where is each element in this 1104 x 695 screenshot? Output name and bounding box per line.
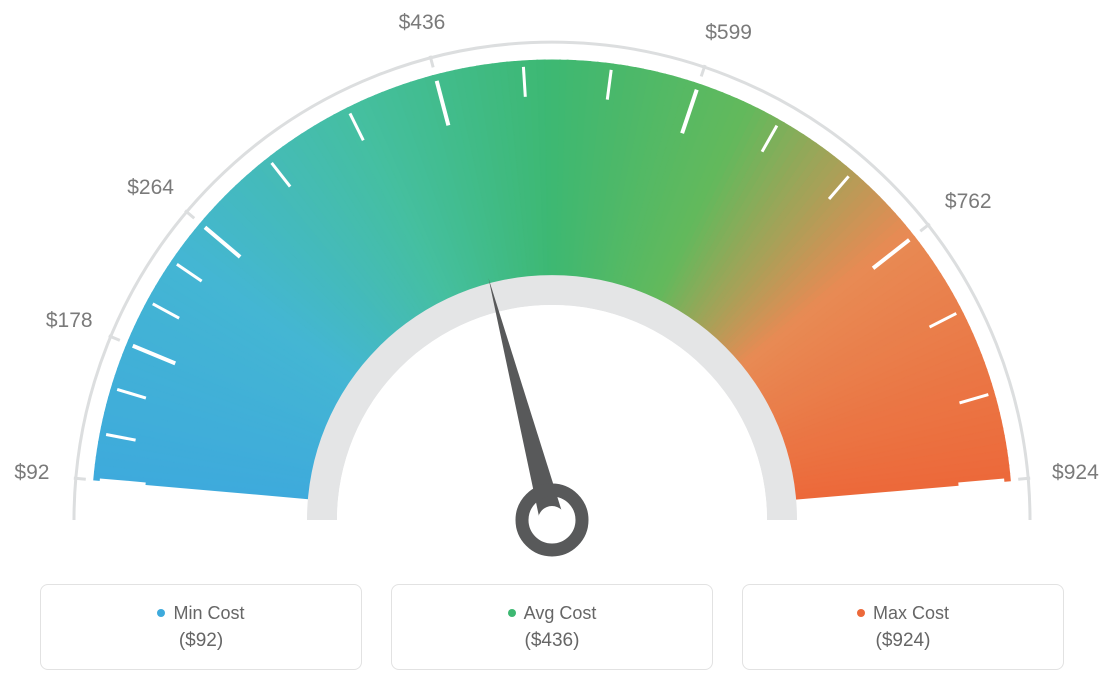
legend-avg-cost-title: Avg Cost bbox=[508, 603, 597, 624]
gauge-tick-label: $924 bbox=[1052, 461, 1099, 485]
legend-max-cost-value: ($924) bbox=[876, 630, 931, 652]
legend-max-cost-title: Max Cost bbox=[857, 603, 949, 624]
legend-max-cost-label: Max Cost bbox=[873, 603, 949, 624]
gauge-tick-label: $92 bbox=[14, 461, 49, 485]
legend-min-dot-icon bbox=[157, 609, 165, 617]
gauge-tick-label: $436 bbox=[399, 11, 446, 35]
legend-min-cost-title: Min Cost bbox=[157, 603, 244, 624]
legend-row: Min Cost ($92) Avg Cost ($436) Max Cost … bbox=[40, 584, 1064, 668]
cost-gauge-container: $92 $178 $264 $436 $599 $762 $924 Min Cost ($9… bbox=[0, 0, 1104, 690]
legend-avg-cost-box: Avg Cost ($436) bbox=[391, 584, 713, 670]
legend-min-cost-box: Min Cost ($92) bbox=[40, 584, 362, 670]
legend-min-cost-value: ($92) bbox=[179, 630, 223, 652]
gauge-tick-label: $599 bbox=[705, 21, 752, 45]
legend-min-cost-label: Min Cost bbox=[173, 603, 244, 624]
gauge-tick-label: $178 bbox=[46, 309, 93, 333]
legend-avg-dot-icon bbox=[508, 609, 516, 617]
gauge-tick-label: $762 bbox=[945, 190, 992, 214]
legend-max-dot-icon bbox=[857, 609, 865, 617]
legend-max-cost-box: Max Cost ($924) bbox=[742, 584, 1064, 670]
legend-avg-cost-value: ($436) bbox=[525, 630, 580, 652]
legend-avg-cost-label: Avg Cost bbox=[524, 603, 597, 624]
gauge-tick-label: $264 bbox=[127, 176, 174, 200]
